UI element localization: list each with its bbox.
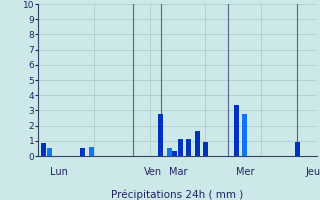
Bar [80, 148, 85, 156]
Bar [172, 151, 177, 156]
Bar [186, 139, 191, 156]
Bar [195, 131, 200, 156]
Bar [203, 142, 208, 156]
Bar [234, 105, 239, 156]
Text: Mar: Mar [169, 167, 188, 177]
Text: Précipitations 24h ( mm ): Précipitations 24h ( mm ) [111, 189, 244, 200]
Bar [167, 148, 172, 156]
Text: Lun: Lun [50, 167, 68, 177]
Text: Ven: Ven [144, 167, 162, 177]
Text: Mer: Mer [236, 167, 255, 177]
Bar [295, 142, 300, 156]
Bar [158, 114, 164, 156]
Bar [42, 143, 46, 156]
Bar [242, 114, 247, 156]
Bar [47, 148, 52, 156]
Bar [178, 139, 183, 156]
Text: Jeu: Jeu [306, 167, 320, 177]
Bar [89, 147, 94, 156]
